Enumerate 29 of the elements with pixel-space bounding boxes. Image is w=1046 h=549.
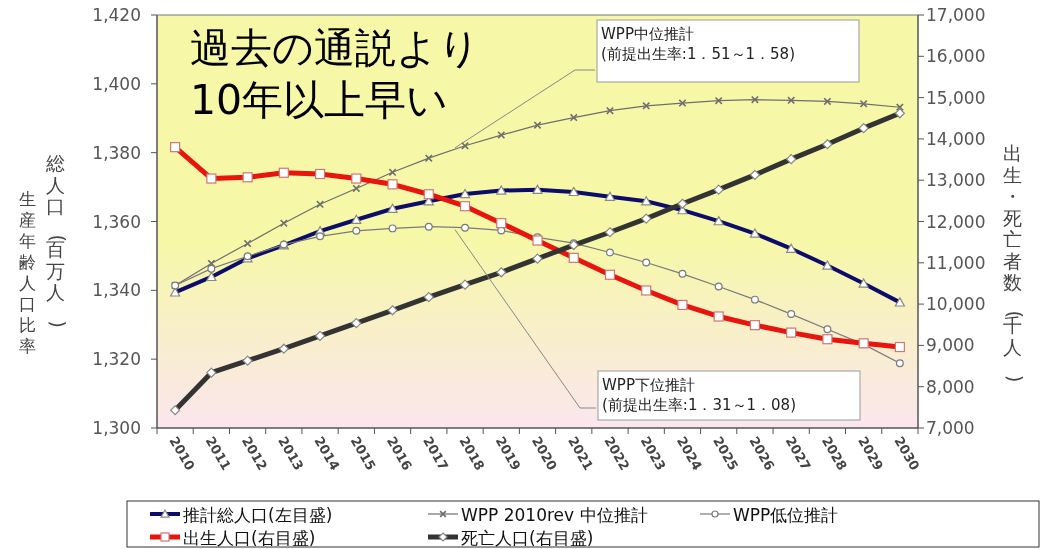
annotation: WPP中位推計 (前提出生率:1．51～1．58) [601,25,796,63]
y2-tick-label: 16,000 [926,46,986,67]
y2-tick-label: 9,000 [926,335,975,356]
legend-label: WPP低位推計 [733,505,839,525]
y2-tick-label: 10,000 [926,294,986,315]
y-tick-label: 1,400 [92,73,141,94]
annotation: WPP下位推計 (前提出生率:1．31～1．08) [602,376,797,414]
legend-label: WPP 2010rev 中位推計 [461,505,648,525]
y2-tick-label: 8,000 [926,376,975,397]
y2-tick-label: 11,000 [926,252,986,273]
legend-label: 推計総人口(左目盛) [183,505,333,525]
legend-label: 出生人口(右目盛) [183,528,316,548]
text: 生産年齢人口比率 [18,189,36,356]
annotation: 過去の通説より 10年以上早い [190,24,480,124]
y2-tick-label: 13,000 [926,170,986,191]
legend-label: 死亡人口(右目盛) [461,528,594,548]
y-axis-title: 総人口(百万人) [44,152,70,328]
y-tick-label: 1,320 [92,349,141,370]
y-tick-label: 1,300 [92,418,141,438]
text: 出生・死亡者数(千人) [1002,142,1027,383]
y2-tick-label: 12,000 [926,211,986,232]
y-tick-label: 1,340 [92,280,141,301]
y-tick-label: 1,360 [92,211,141,232]
y-tick-label: 1,380 [92,142,141,163]
y2-tick-label: 15,000 [926,87,986,108]
y2-tick-label: 7,000 [926,418,975,438]
y2-tick-label: 17,000 [926,5,986,25]
y-tick-label: 1,420 [92,5,141,25]
y2-tick-label: 14,000 [926,128,986,149]
